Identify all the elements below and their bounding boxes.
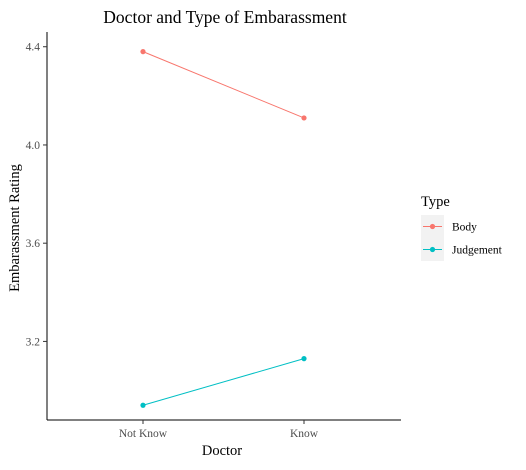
series-body	[140, 49, 307, 121]
legend-key-point	[429, 246, 436, 253]
x-axis-ticks: Not Know Know	[119, 420, 319, 440]
y-tick-label: 4.0	[26, 140, 41, 152]
x-tick-label: Know	[290, 428, 319, 440]
legend-items: Body Judgement	[421, 215, 503, 261]
series-judgement	[140, 356, 307, 408]
legend-label: Judgement	[452, 245, 503, 257]
legend: Type Body Judgement	[421, 194, 503, 261]
legend-item-judgement: Judgement	[421, 238, 503, 261]
data-point	[301, 115, 307, 121]
x-tick-label: Not Know	[119, 428, 168, 440]
chart-title: Doctor and Type of Embarassment	[103, 7, 347, 27]
legend-title: Type	[421, 194, 450, 210]
y-tick-label: 3.2	[26, 336, 41, 348]
data-series	[140, 49, 307, 408]
series-line	[142, 358, 305, 406]
data-point	[140, 49, 146, 55]
y-axis-title: Embarassment Rating	[7, 164, 23, 292]
y-tick-label: 3.6	[26, 238, 41, 250]
y-tick-label: 4.4	[26, 42, 41, 54]
data-point	[301, 356, 307, 362]
legend-label: Body	[452, 222, 477, 234]
x-axis-title: Doctor	[202, 443, 242, 459]
y-axis-ticks: 3.2 3.6 4.0 4.4	[26, 42, 47, 348]
legend-key-point	[429, 223, 436, 230]
series-line	[142, 51, 305, 119]
data-point	[140, 402, 146, 408]
legend-item-body: Body	[421, 215, 477, 238]
